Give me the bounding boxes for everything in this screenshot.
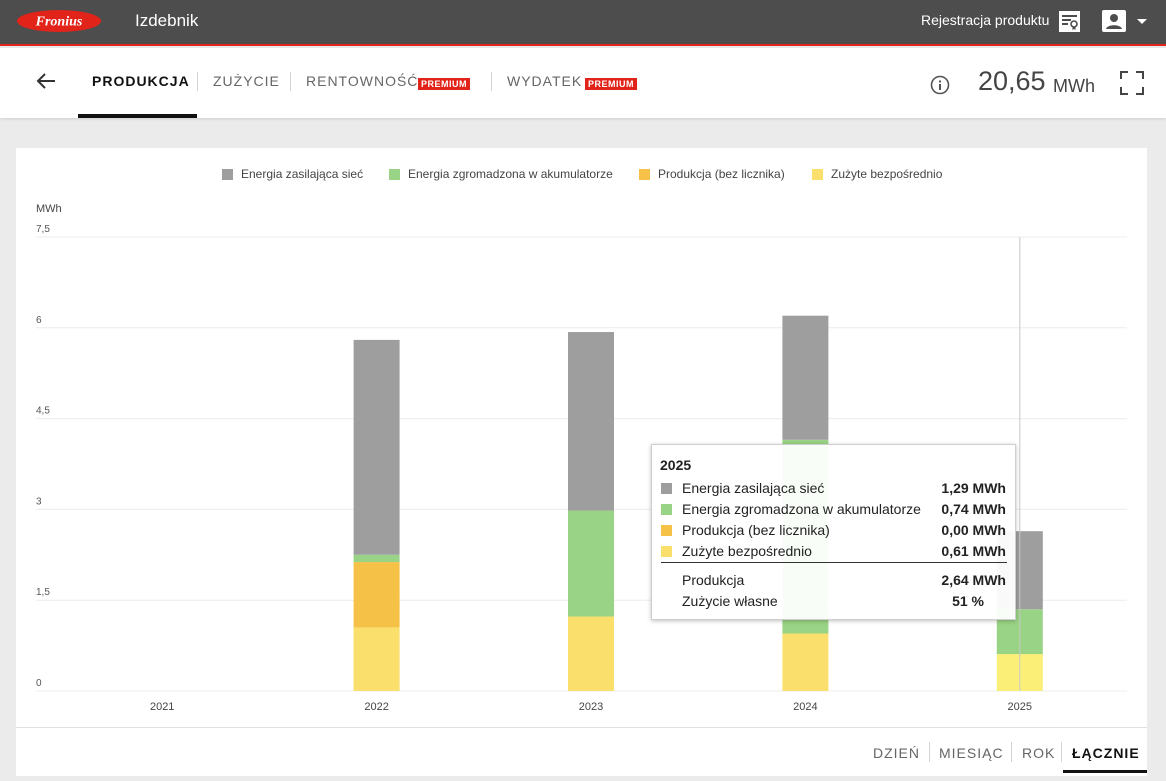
legend-item-battery[interactable]: Energia zgromadzona w akumulatorze bbox=[408, 167, 613, 181]
tooltip-row: Energia zasilająca sieć 1,29 MWh bbox=[652, 480, 1015, 500]
legend-swatch-grid bbox=[222, 169, 233, 180]
tab-divider bbox=[290, 72, 291, 91]
period-divider bbox=[929, 742, 930, 762]
bar-segment-battery bbox=[353, 554, 400, 563]
chevron-down-icon[interactable] bbox=[1136, 18, 1148, 26]
bar-segment-direct-use bbox=[782, 633, 829, 691]
tab-wydatek[interactable]: WYDATEK bbox=[507, 73, 583, 89]
active-tab-indicator bbox=[78, 114, 197, 118]
legend-item-direct-use[interactable]: Zużyte bezpośrednio bbox=[831, 167, 943, 181]
total-production-unit: MWh bbox=[1053, 76, 1095, 96]
tooltip-summary-value: 51 % bbox=[952, 593, 984, 609]
tooltip-value: 0,61 MWh bbox=[941, 543, 1006, 559]
tab-divider bbox=[197, 72, 198, 91]
bar-segment-grid bbox=[353, 339, 400, 555]
fronius-logo[interactable]: Fronius bbox=[16, 9, 102, 33]
tooltip-label: Energia zasilająca sieć bbox=[682, 480, 825, 496]
total-production-value: 20,65 bbox=[978, 66, 1046, 96]
period-divider bbox=[1061, 742, 1062, 762]
legend-item-grid[interactable]: Energia zasilająca sieć bbox=[241, 167, 364, 181]
period-month-button[interactable]: MIESIĄC bbox=[939, 745, 1004, 761]
premium-badge: PREMIUM bbox=[585, 78, 637, 90]
arrow-left-icon[interactable] bbox=[36, 72, 56, 90]
info-icon[interactable] bbox=[930, 75, 950, 95]
bar-segment-direct-use bbox=[353, 627, 400, 691]
tab-rentownosc[interactable]: RENTOWNOŚĆ bbox=[306, 73, 419, 89]
active-period-indicator bbox=[1063, 770, 1147, 773]
account-icon[interactable] bbox=[1102, 10, 1126, 32]
bar-segment-battery bbox=[568, 510, 614, 617]
y-axis-unit: MWh bbox=[36, 203, 62, 215]
x-tick-label: 2022 bbox=[364, 701, 388, 713]
section-nav: PRODUKCJA ZUŻYCIE RENTOWNOŚĆ PREMIUM WYD… bbox=[0, 48, 1166, 118]
period-day-button[interactable]: DZIEŃ bbox=[873, 745, 920, 761]
tooltip-row: Produkcja (bez licznika) 0,00 MWh bbox=[652, 522, 1015, 542]
tooltip-swatch-grid bbox=[661, 483, 672, 494]
top-bar: Fronius Izdebnik Rejestracja produktu bbox=[0, 0, 1166, 46]
tooltip-row: Energia zgromadzona w akumulatorze 0,74 … bbox=[652, 501, 1015, 521]
product-registration-link[interactable]: Rejestracja produktu bbox=[921, 12, 1050, 28]
tab-zuzycie[interactable]: ZUŻYCIE bbox=[213, 73, 280, 89]
y-tick-label: 1,5 bbox=[36, 587, 50, 598]
fullscreen-icon[interactable] bbox=[1120, 71, 1144, 95]
tooltip-label: Energia zgromadzona w akumulatorze bbox=[682, 501, 921, 517]
y-tick-label: 7,5 bbox=[36, 224, 50, 235]
tooltip-row: Zużyte bezpośrednio 0,61 MWh bbox=[652, 543, 1015, 563]
tooltip-swatch-direct-use bbox=[661, 546, 672, 557]
legend-swatch-production bbox=[639, 169, 650, 180]
tab-produkcja[interactable]: PRODUKCJA bbox=[92, 73, 190, 89]
tooltip-summary-row: Produkcja 2,64 MWh bbox=[652, 572, 1015, 592]
tooltip-swatch-battery bbox=[661, 504, 672, 515]
tooltip-summary-value: 2,64 MWh bbox=[941, 572, 1006, 588]
app-title: Izdebnik bbox=[135, 11, 199, 30]
bar-segment-grid bbox=[568, 332, 614, 511]
bar-segment-grid bbox=[782, 315, 829, 440]
y-tick-label: 0 bbox=[36, 678, 42, 689]
bar-segment-production bbox=[353, 562, 400, 628]
x-tick-label: 2025 bbox=[1008, 701, 1032, 713]
y-tick-label: 4,5 bbox=[36, 406, 50, 417]
certificate-icon[interactable] bbox=[1058, 10, 1081, 33]
tooltip-value: 0,00 MWh bbox=[941, 522, 1006, 538]
x-tick-label: 2021 bbox=[150, 701, 174, 713]
bar-segment-direct-use bbox=[568, 616, 614, 691]
tooltip-summary-label: Zużycie własne bbox=[682, 593, 778, 609]
premium-badge: PREMIUM bbox=[418, 78, 470, 90]
tooltip-value: 0,74 MWh bbox=[941, 501, 1006, 517]
x-tick-label: 2023 bbox=[579, 701, 603, 713]
tooltip-swatch-production bbox=[661, 525, 672, 536]
tooltip-value: 1,29 MWh bbox=[941, 480, 1006, 496]
tooltip-summary-label: Produkcja bbox=[682, 572, 745, 588]
svg-text:Fronius: Fronius bbox=[35, 15, 83, 30]
period-year-button[interactable]: ROK bbox=[1022, 745, 1056, 761]
legend-swatch-battery bbox=[389, 169, 400, 180]
tooltip-summary-row: Zużycie własne 51 % bbox=[652, 593, 1015, 613]
tooltip-label: Zużyte bezpośrednio bbox=[682, 543, 812, 559]
tooltip-title: 2025 bbox=[660, 457, 692, 473]
divider bbox=[16, 727, 1147, 728]
y-tick-label: 6 bbox=[36, 315, 42, 326]
tooltip-divider bbox=[661, 562, 1007, 563]
chart-tooltip: 2025 Energia zasilająca sieć 1,29 MWh En… bbox=[651, 444, 1016, 620]
stacked-bar-chart: MWh 0 1,5 3 4,5 6 7,5 2021 2022 2023 2024 2025 bbox=[36, 203, 1127, 713]
period-total-button[interactable]: ŁĄCZNIE bbox=[1072, 745, 1140, 761]
legend-swatch-direct-use bbox=[812, 169, 823, 180]
y-tick-label: 3 bbox=[36, 496, 42, 507]
tooltip-label: Produkcja (bez licznika) bbox=[682, 522, 830, 538]
x-tick-label: 2024 bbox=[793, 701, 817, 713]
tab-divider bbox=[491, 72, 492, 91]
legend-item-production[interactable]: Produkcja (bez licznika) bbox=[658, 167, 785, 181]
period-divider bbox=[1011, 742, 1012, 762]
